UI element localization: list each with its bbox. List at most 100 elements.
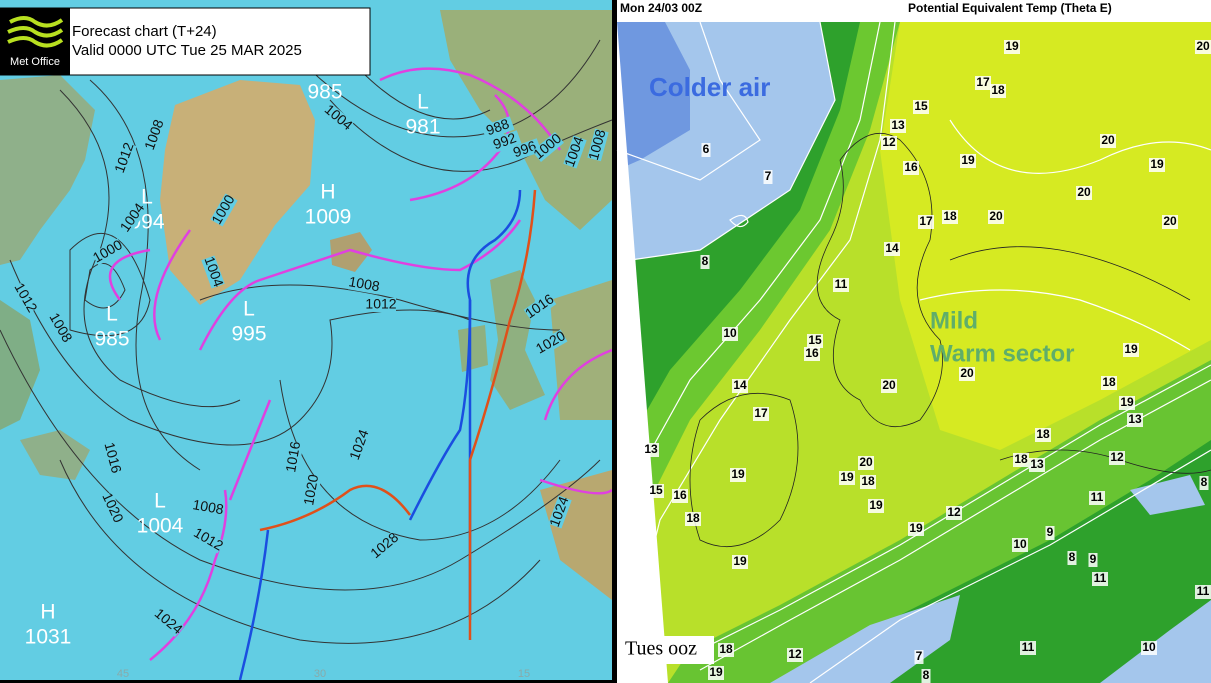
contour-label: 20 (1101, 133, 1115, 147)
contour-label: 19 (909, 521, 923, 535)
contour-label-bg (787, 648, 803, 662)
contour-label-bg (1100, 134, 1116, 148)
contour-label: 20 (1163, 214, 1177, 228)
isobar-label-bg (11, 281, 39, 315)
contour-label-bg (918, 215, 934, 229)
isobar (59, 459, 541, 644)
grid-label: 15 (518, 668, 530, 680)
contour-label-bg (648, 484, 664, 498)
contour-label-bg (1045, 526, 1055, 540)
contour-label-bg (1162, 215, 1178, 229)
contour-label: 20 (989, 209, 1003, 223)
isobar-label-bg (508, 138, 542, 162)
border (0, 680, 612, 683)
iceland (330, 232, 372, 272)
isobar-label-bg (523, 292, 557, 322)
contour-label-bg (1020, 641, 1036, 655)
contour-label: 18 (1014, 452, 1028, 466)
contour-label-bg (1127, 413, 1143, 427)
cold-air (617, 22, 690, 170)
contour-label-bg (1088, 553, 1098, 567)
fronts (108, 67, 613, 681)
contour-label: 19 (1150, 157, 1164, 171)
contour-label: 19 (709, 665, 723, 679)
contour-label: 11 (1197, 584, 1210, 598)
europe (550, 280, 612, 420)
isobar (84, 262, 126, 309)
isobar-label-bg (488, 130, 522, 154)
contour-label: 15 (649, 483, 663, 497)
isobar-label: 1016 (101, 441, 125, 475)
contour-label-bg (672, 489, 688, 503)
contour-label-bg (708, 666, 724, 680)
isobar-label-bg (366, 298, 396, 312)
isobar-label: 1008 (585, 127, 609, 161)
contour-label-bg (701, 143, 711, 157)
contour-label: 17 (976, 75, 990, 89)
contour-label: 11 (1091, 490, 1104, 504)
contour-label-bg (763, 170, 773, 184)
contour-label: 12 (788, 647, 802, 661)
isobar-label-bg (118, 201, 148, 235)
isobar-label: 996 (511, 137, 539, 160)
annotation: Colder air (649, 72, 770, 102)
grid-label: 30 (314, 668, 326, 680)
contour-label-bg (990, 84, 1006, 98)
center-letter: L (106, 303, 118, 326)
land (0, 300, 40, 430)
center-letter: L (154, 490, 166, 513)
contour-label: 19 (733, 554, 747, 568)
isobar-label-bg (152, 606, 184, 638)
logo-mark (7, 16, 64, 48)
isobar-label: 992 (491, 129, 519, 152)
isobar (69, 232, 151, 337)
contour-label-bg (1123, 343, 1139, 357)
contour-label: 7 (765, 169, 772, 183)
land (20, 430, 90, 480)
isobar-label-bg (210, 193, 238, 227)
contour-label-bg (1012, 538, 1028, 552)
isobar-label-bg (563, 135, 587, 169)
contour-label-bg (884, 242, 900, 256)
isobar-label-bg (284, 441, 304, 473)
warm-front (259, 189, 537, 640)
isobar-label-bg (348, 428, 372, 462)
valid-time: Valid 0000 UTC Tue 25 MAR 2025 (72, 42, 302, 59)
cold-air (770, 595, 960, 683)
contour-label-bg (685, 512, 701, 526)
ireland (458, 325, 488, 372)
divider (612, 0, 617, 683)
contour-label: 9 (1090, 552, 1097, 566)
contour-label-bg (718, 643, 734, 657)
isobar (199, 284, 561, 331)
grid-label: 45 (117, 668, 129, 680)
contour-label-bg (732, 379, 748, 393)
contour-label-bg (858, 456, 874, 470)
isobar-label-bg (322, 102, 354, 134)
contour-label-bg (1004, 40, 1020, 54)
isobar-label-bg (192, 498, 224, 518)
cold-air (1130, 475, 1205, 515)
coastlines (689, 132, 1211, 547)
contour-label-bg (860, 475, 876, 489)
contour-label: 10 (723, 326, 737, 340)
center-value: 985 (94, 328, 129, 351)
isobar-label-bg (91, 238, 125, 266)
contour-label: 14 (885, 241, 899, 255)
isobar-label-bg (369, 530, 401, 562)
contour-label: 18 (861, 474, 875, 488)
contour-label-bg (942, 210, 958, 224)
isobar-label-bg (548, 495, 572, 529)
contour-label-bg (753, 407, 769, 421)
isobar-label: 1008 (347, 273, 381, 294)
contour-label-bg (700, 255, 710, 269)
contour-label-bg (988, 210, 1004, 224)
isobar (359, 69, 491, 120)
contour-label: 13 (1030, 457, 1044, 471)
isobar-label: 1016 (282, 440, 303, 474)
contour-label: 19 (869, 498, 883, 512)
right-map: Mon 24/03 00Z Potential Equivalent Temp … (616, 0, 1211, 683)
center-letter: H (320, 181, 335, 204)
contour-label: 11 (1094, 571, 1107, 585)
isobar-label-bg (302, 474, 322, 506)
